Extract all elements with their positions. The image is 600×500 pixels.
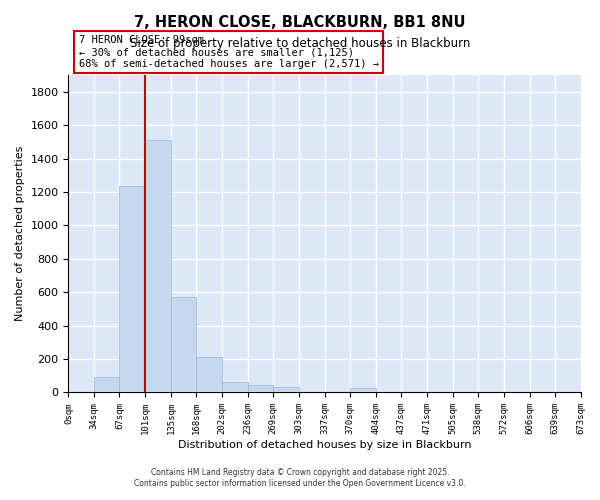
Text: Size of property relative to detached houses in Blackburn: Size of property relative to detached ho… xyxy=(130,38,470,51)
Bar xyxy=(248,384,273,392)
Text: 7, HERON CLOSE, BLACKBURN, BB1 8NU: 7, HERON CLOSE, BLACKBURN, BB1 8NU xyxy=(134,15,466,30)
Text: Contains HM Land Registry data © Crown copyright and database right 2025.
Contai: Contains HM Land Registry data © Crown c… xyxy=(134,468,466,487)
Bar xyxy=(119,186,145,392)
Bar xyxy=(94,376,119,392)
Bar xyxy=(222,382,248,392)
Bar xyxy=(196,358,222,392)
Bar xyxy=(350,388,376,392)
Bar xyxy=(145,140,171,392)
Text: 7 HERON CLOSE: 99sqm
← 30% of detached houses are smaller (1,125)
68% of semi-de: 7 HERON CLOSE: 99sqm ← 30% of detached h… xyxy=(79,36,379,68)
X-axis label: Distribution of detached houses by size in Blackburn: Distribution of detached houses by size … xyxy=(178,440,471,450)
Bar xyxy=(171,297,196,392)
Y-axis label: Number of detached properties: Number of detached properties xyxy=(15,146,25,322)
Bar xyxy=(273,388,299,392)
